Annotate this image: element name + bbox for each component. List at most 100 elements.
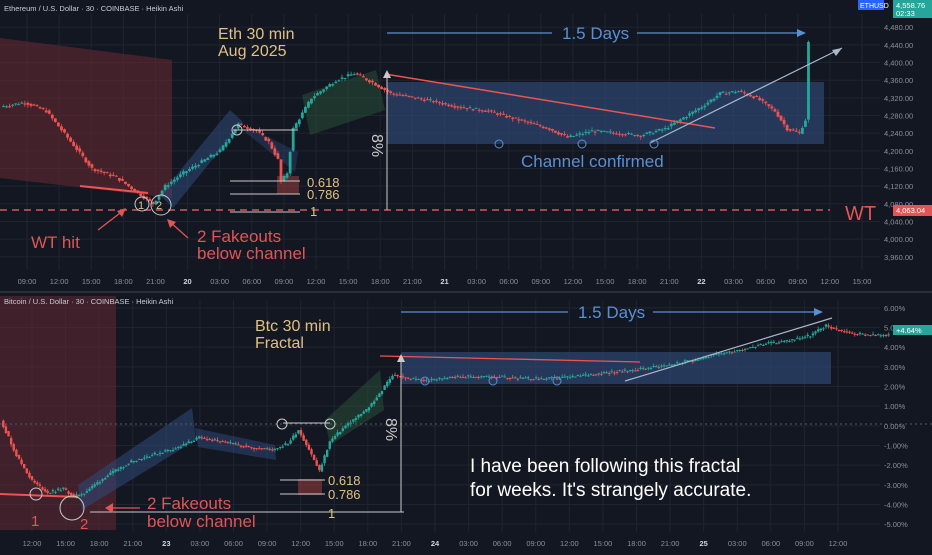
candle-body (884, 335, 888, 337)
candle-body (647, 367, 650, 369)
candle-body (779, 115, 783, 121)
candle-body (26, 102, 30, 105)
candle-body (54, 491, 57, 493)
candle-body (572, 135, 576, 137)
candle-body (23, 463, 26, 469)
candle-body (310, 98, 313, 104)
candle-body (271, 449, 274, 451)
candle-body (727, 92, 731, 94)
y-tick-label: 4,360.00 (884, 76, 913, 85)
candle-body (754, 346, 757, 348)
candle-body (318, 465, 321, 470)
candle-body (313, 96, 316, 99)
candle-body (263, 448, 266, 450)
candle-body (64, 488, 68, 490)
candle-body (540, 378, 543, 380)
candle-body (657, 129, 661, 131)
candle-body (633, 135, 637, 137)
candle-body (148, 456, 151, 458)
candle-body (117, 469, 120, 471)
candle-body (749, 347, 752, 349)
btc-pivot-circle-2 (324, 418, 336, 430)
eth-blue-flag-2 (245, 128, 298, 172)
x-tick-label: 06:00 (224, 539, 243, 548)
candle-body (775, 343, 778, 345)
candle-body (435, 379, 439, 381)
candle-body (541, 126, 545, 129)
candle-body (417, 379, 420, 381)
candle-body (127, 463, 130, 465)
candle-body (508, 115, 512, 117)
btc-title-line1: Btc 30 min (255, 318, 331, 335)
btc-support-line (0, 493, 79, 498)
candle-body (15, 449, 18, 457)
candle-body (627, 133, 630, 135)
candle-body (807, 41, 810, 120)
candle-body (547, 128, 551, 130)
candle-body (267, 138, 271, 142)
y-tick-label: -1.00% (884, 441, 908, 450)
candle-body (521, 377, 525, 379)
candle-body (856, 334, 859, 336)
candle-body (683, 360, 687, 362)
candle-body (527, 377, 530, 379)
candle-body (72, 494, 76, 496)
candle-body (365, 409, 368, 412)
candle-body (722, 353, 726, 355)
candle-body (286, 444, 290, 446)
candle-body (349, 74, 353, 76)
candle-body (145, 456, 149, 458)
candle-body (477, 376, 480, 378)
candle-body (801, 337, 804, 339)
candle-body (154, 200, 158, 205)
candle-body (524, 377, 527, 379)
candle-body (197, 436, 201, 439)
candle-body (297, 119, 301, 125)
candle-body (752, 96, 755, 99)
candle-body (145, 196, 149, 199)
candle-body (715, 95, 719, 98)
candle-body (467, 375, 470, 377)
candle-body (388, 379, 392, 383)
x-tick-label: 09:00 (258, 539, 277, 548)
eth-pivot-circle (231, 124, 243, 136)
candle-body (294, 434, 298, 438)
candle-body (341, 428, 345, 431)
candle-body (874, 335, 877, 337)
candle-body (516, 378, 520, 380)
candle-body (69, 137, 73, 142)
candle-body (477, 109, 481, 111)
candle-body (433, 379, 436, 381)
y-tick-label: 4,160.00 (884, 164, 913, 173)
candle-body (389, 91, 393, 93)
candle-body (685, 116, 688, 119)
candle-body (686, 360, 689, 362)
candle-body (33, 480, 36, 483)
candle-body (783, 340, 786, 342)
candle-body (474, 376, 478, 378)
candle-body (614, 133, 618, 135)
candle-body (500, 375, 504, 377)
candle-body (226, 442, 230, 444)
eth-fakeouts-line1: 2 Fakeouts (197, 227, 281, 246)
candle-body (101, 479, 104, 481)
candle-body (581, 375, 585, 377)
candle-body (877, 334, 880, 336)
candle-body (132, 461, 136, 463)
candle-body (174, 448, 177, 450)
candle-body (453, 377, 457, 379)
candle-body (717, 353, 721, 355)
candle-body (2, 106, 5, 108)
eth-resistance-line (384, 73, 716, 129)
candle-body (707, 357, 710, 359)
candle-body (611, 132, 615, 134)
candle-body (276, 448, 279, 450)
candle-body (824, 324, 828, 327)
candle-body (496, 113, 499, 115)
candle-body (349, 422, 352, 425)
candle-body (639, 135, 643, 137)
candle-body (289, 440, 292, 444)
candle-body (502, 113, 505, 115)
candle-body (171, 450, 175, 452)
